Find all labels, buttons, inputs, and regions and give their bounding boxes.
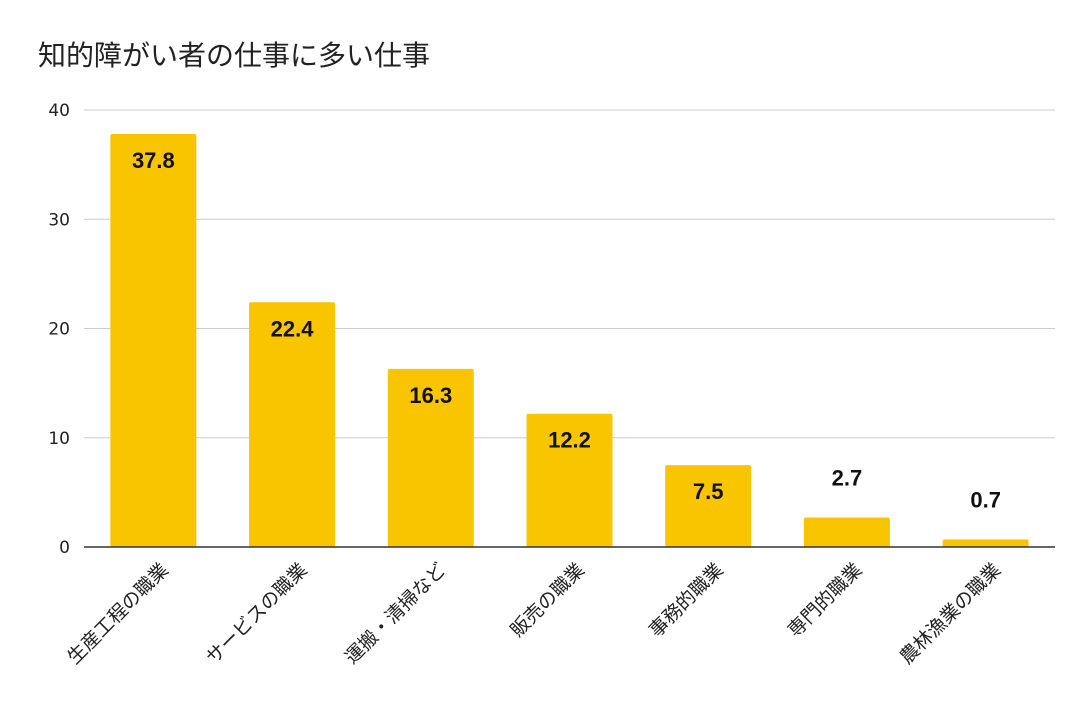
data-label: 16.3 (409, 383, 452, 408)
data-label: 7.5 (693, 479, 724, 504)
bar (526, 413, 613, 547)
x-category-label: 専門的職業 (784, 559, 867, 642)
bar (665, 465, 752, 547)
x-category-label: 生産工程の職業 (63, 559, 173, 669)
gridlines (84, 109, 1055, 439)
data-label: 0.7 (970, 487, 1001, 512)
x-category-label: 運搬・清掃など (341, 559, 451, 669)
x-category-label: 販売の職業 (506, 559, 589, 642)
data-label: 37.8 (132, 148, 175, 173)
y-tick-label: 10 (48, 429, 70, 449)
bar (110, 134, 197, 547)
data-label: 2.7 (832, 466, 863, 491)
data-labels: 37.8 22.4 16.3 12.2 7.5 2.7 0.7 (132, 148, 1001, 512)
bar (387, 368, 474, 547)
x-axis-categories: 生産工程の職業 サービスの職業 運搬・清掃など 販売の職業 事務的職業 専門的職業 農林漁業… (63, 559, 1005, 669)
bars (110, 134, 1029, 547)
x-category-label: 事務的職業 (645, 559, 728, 642)
data-label: 12.2 (548, 428, 591, 453)
chart-title: 知的障がい者の仕事に多い仕事 (38, 39, 431, 72)
bar (942, 539, 1029, 547)
x-category-label: サービスの職業 (202, 559, 312, 669)
y-tick-label: 20 (48, 320, 70, 340)
x-category-label: 農林漁業の職業 (896, 559, 1006, 669)
y-tick-label: 0 (59, 538, 70, 558)
y-tick-label: 30 (48, 210, 70, 230)
y-tick-label: 40 (48, 101, 70, 121)
bar (803, 517, 890, 547)
data-label: 22.4 (271, 316, 315, 341)
bar (249, 302, 336, 547)
y-axis-ticks: 0 10 20 30 40 (48, 101, 70, 558)
